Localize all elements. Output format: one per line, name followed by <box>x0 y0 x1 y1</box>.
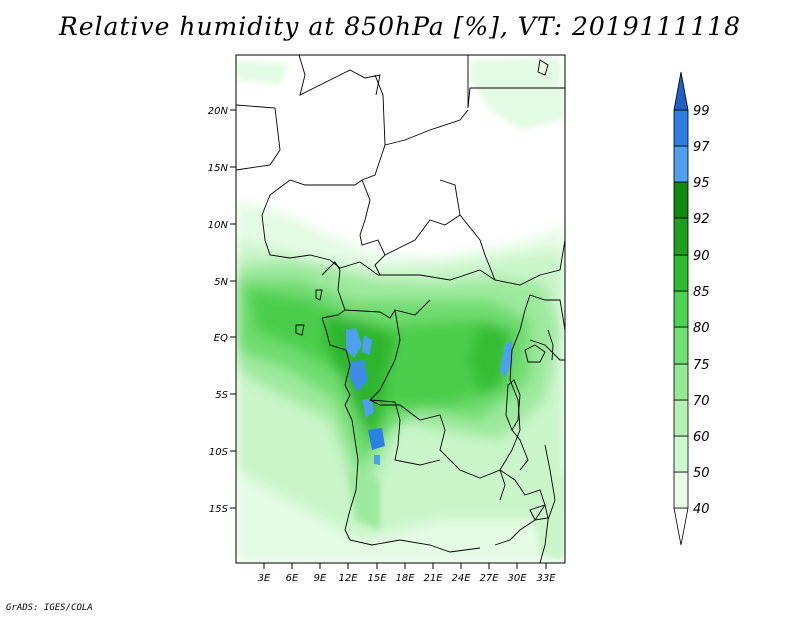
colorbar-top-arrow <box>673 71 689 111</box>
colorbar-segment-75-80 <box>673 326 689 365</box>
colorbar-segment-97-99 <box>673 109 689 147</box>
colorbar-label-90: 90 <box>693 249 710 264</box>
lon-label-3e: 3E <box>258 573 271 584</box>
lakes <box>295 59 549 521</box>
colorbar-label-99: 99 <box>693 104 710 119</box>
colorbar-label-85: 85 <box>693 285 710 300</box>
colorbar-segment-50-60 <box>673 435 689 473</box>
lon-label-24e: 24E <box>451 573 471 584</box>
software-credit: GrADS: IGES/COLA <box>6 603 93 613</box>
chart-title: Relative humidity at 850hPa [%], VT: 201… <box>58 12 742 41</box>
colorbar-labels: 40 50 60 70 75 80 85 90 92 95 97 99 <box>693 104 710 517</box>
colorbar-label-80: 80 <box>693 321 710 336</box>
lat-label-5n: 5N <box>214 277 228 288</box>
lat-label-10n: 10N <box>208 220 229 231</box>
lon-label-18e: 18E <box>395 573 415 584</box>
colorbar-segment-60-70 <box>673 399 689 437</box>
colorbar-bottom-arrow <box>673 507 689 546</box>
lon-label-6e: 6E <box>286 573 299 584</box>
colorbar-segment-92-95 <box>673 181 689 219</box>
colorbar-label-95: 95 <box>693 176 710 191</box>
lat-label-15n: 15N <box>208 163 229 174</box>
colorbar-segment-95-97 <box>673 145 689 183</box>
lat-label-5s: 5S <box>215 390 228 401</box>
country-borders <box>236 55 565 563</box>
map-frame <box>235 54 566 564</box>
lat-axis: 20N 15N 10N 5N EQ 5S 10S 15S <box>208 106 236 515</box>
lat-label-10s: 10S <box>209 447 229 458</box>
lat-label-15s: 15S <box>209 504 229 515</box>
lon-label-15e: 15E <box>367 573 387 584</box>
colorbar-segment-90-92 <box>673 217 689 256</box>
colorbar-segment-40-50 <box>673 471 689 509</box>
colorbar-label-40: 40 <box>693 502 710 517</box>
lat-label-eq: EQ <box>214 333 228 344</box>
colorbar-label-70: 70 <box>693 394 710 409</box>
colorbar-label-97: 97 <box>693 140 710 155</box>
colorbar <box>673 71 689 546</box>
lon-label-12e: 12E <box>338 573 358 584</box>
saturation-patches <box>346 328 512 465</box>
lon-label-21e: 21E <box>423 573 443 584</box>
lon-label-30e: 30E <box>507 573 527 584</box>
map-field <box>236 55 565 563</box>
colorbar-segment-80-85 <box>673 290 689 328</box>
lon-label-9e: 9E <box>314 573 327 584</box>
colorbar-label-60: 60 <box>693 430 710 445</box>
lat-label-20n: 20N <box>208 106 229 117</box>
colorbar-segment-85-90 <box>673 254 689 292</box>
colorbar-label-75: 75 <box>693 358 710 373</box>
colorbar-label-92: 92 <box>693 212 710 227</box>
lon-axis: 3E 6E 9E 12E 15E 18E 21E 24E 27E 30E 33E <box>258 563 556 584</box>
lon-label-33e: 33E <box>536 573 556 584</box>
colorbar-segment-70-75 <box>673 363 689 401</box>
lon-label-27e: 27E <box>479 573 499 584</box>
colorbar-label-50: 50 <box>693 466 710 481</box>
